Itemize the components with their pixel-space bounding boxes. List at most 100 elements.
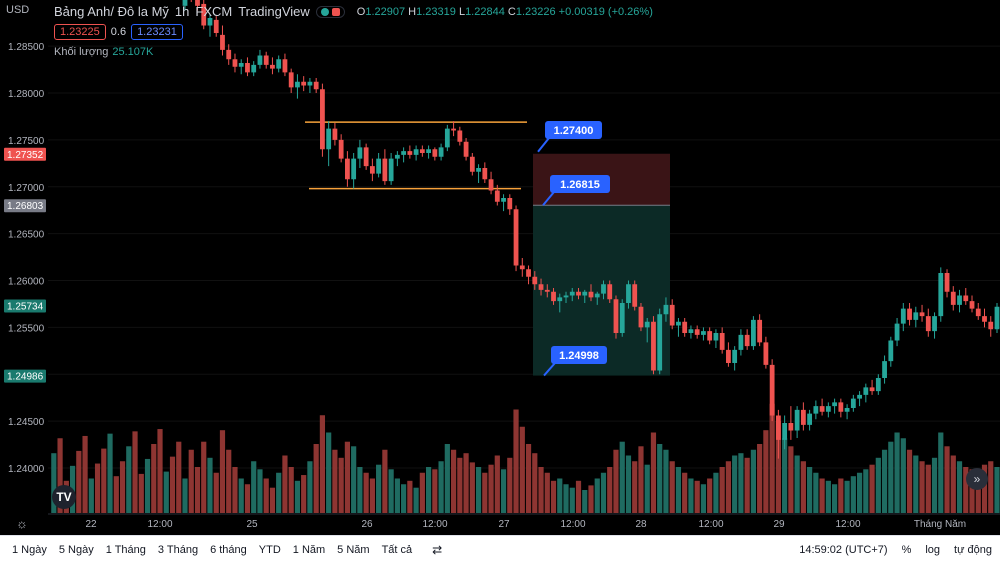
candle-body — [732, 349, 738, 363]
scroll-to-realtime-button[interactable]: » — [966, 468, 988, 490]
candle-body — [376, 158, 382, 174]
candle-body — [488, 179, 494, 191]
volume-bars — [51, 403, 1000, 513]
volume-bar — [894, 432, 900, 513]
candle-body — [426, 149, 431, 153]
volume-bar — [338, 457, 344, 513]
candle-body — [657, 314, 663, 371]
candle-body — [251, 64, 257, 73]
volume-bar — [82, 435, 88, 513]
candle-body — [357, 147, 363, 159]
volume-bar — [151, 444, 157, 513]
candle-body — [944, 273, 950, 292]
candle-body — [825, 406, 831, 412]
volume-bar — [663, 449, 669, 513]
volume-bar — [950, 455, 956, 513]
volume-bar — [688, 478, 694, 513]
volume-bar — [57, 438, 63, 513]
candle-body — [207, 18, 213, 26]
volume-bar — [719, 467, 725, 513]
period-button[interactable]: 5 Năm — [337, 543, 370, 556]
volume-bar — [219, 430, 226, 513]
y-tick-label: 1.26000 — [8, 277, 45, 288]
candle-body — [769, 364, 775, 416]
candle-body — [763, 342, 769, 365]
candle-body — [963, 295, 969, 302]
candle-body — [444, 128, 450, 148]
percent-toggle[interactable]: % — [901, 543, 912, 556]
x-tick-label: 12:00 — [835, 519, 860, 530]
interval-label[interactable]: 1h — [174, 4, 190, 19]
candle-body — [363, 147, 369, 167]
calendar-range-icon[interactable]: ⇄ — [432, 542, 443, 557]
volume-bar — [832, 484, 838, 513]
market-status-pill[interactable] — [315, 5, 345, 18]
candle-body — [626, 284, 631, 303]
volume-bar — [788, 446, 794, 513]
volume-bar — [482, 472, 488, 513]
period-button[interactable]: 5 Ngày — [58, 543, 94, 556]
sell-button[interactable]: 1.23225 — [54, 24, 106, 40]
volume-bar — [588, 485, 594, 513]
candle-body — [975, 308, 981, 317]
candle-body — [950, 291, 956, 305]
candle-body — [713, 333, 719, 341]
candle-body — [519, 265, 525, 270]
settings-gear-icon[interactable]: ☼ — [16, 516, 28, 531]
candle-body — [957, 295, 962, 305]
period-button[interactable]: YTD — [258, 543, 281, 556]
volume-bar — [594, 478, 600, 513]
candle-body — [320, 89, 325, 150]
volume-bar — [138, 473, 144, 513]
volume-bar — [469, 462, 475, 513]
bottom-toolbar: 1 Ngày 5 Ngày 1 Tháng 3 Tháng 6 tháng YTD 1 Nă… — [0, 535, 1000, 563]
chart-header: Bảng Anh/ Đô la Mỹ 1h FXCM TradingView O… — [54, 4, 653, 19]
candle-body — [382, 158, 388, 182]
period-button[interactable]: 1 Tháng — [105, 543, 146, 556]
volume-bar — [257, 469, 263, 513]
ohlc-change: +0.00319 (+0.26%) — [558, 5, 653, 18]
volume-bar — [94, 463, 101, 513]
volume-bar — [732, 455, 738, 513]
volume-bar — [194, 467, 201, 513]
candle-body — [707, 331, 713, 341]
volume-bar — [888, 441, 894, 513]
price-label: 1.25734 — [7, 301, 44, 312]
volume-bar — [550, 480, 557, 513]
candle-body — [882, 361, 887, 378]
clock-time[interactable]: 14:59:02 (UTC+7) — [799, 543, 888, 556]
volume-bar — [232, 467, 238, 513]
period-button[interactable]: 6 tháng — [210, 543, 247, 556]
volume-bar — [856, 472, 863, 513]
bid-ask-row: 1.23225 0.6 1.23231 — [54, 24, 183, 40]
candle-body — [482, 168, 488, 180]
period-button[interactable]: 1 Năm — [292, 543, 326, 556]
volume-bar — [119, 461, 126, 513]
period-button[interactable]: 3 Tháng — [157, 543, 199, 556]
volume-bar — [113, 476, 119, 513]
ohlc-close: 1.23226 — [515, 5, 556, 18]
volume-bar — [669, 461, 675, 513]
buy-button[interactable]: 1.23231 — [131, 24, 183, 40]
price-label-box — [4, 299, 46, 313]
candle-body — [838, 402, 844, 412]
period-button[interactable]: 1 Ngày — [12, 543, 47, 556]
auto-toggle[interactable]: tự động — [954, 543, 992, 556]
candle-body — [463, 141, 469, 157]
ohlc-open: 1.22907 — [365, 5, 406, 18]
volume-bar — [263, 478, 269, 513]
log-toggle[interactable]: log — [925, 543, 941, 556]
volume-bar — [763, 430, 769, 513]
period-button[interactable]: Tất cả — [381, 543, 413, 556]
volume-bar — [132, 431, 138, 513]
candle-body — [601, 284, 606, 294]
tradingview-logo-icon[interactable]: TV — [52, 485, 76, 509]
volume-bar — [494, 455, 500, 513]
candle-body — [220, 34, 225, 50]
symbol-name[interactable]: Bảng Anh/ Đô la Mỹ — [54, 4, 169, 19]
volume-bar — [326, 432, 332, 513]
candle-body — [469, 156, 475, 172]
volume-bar — [675, 467, 682, 513]
candle-body — [301, 81, 307, 86]
